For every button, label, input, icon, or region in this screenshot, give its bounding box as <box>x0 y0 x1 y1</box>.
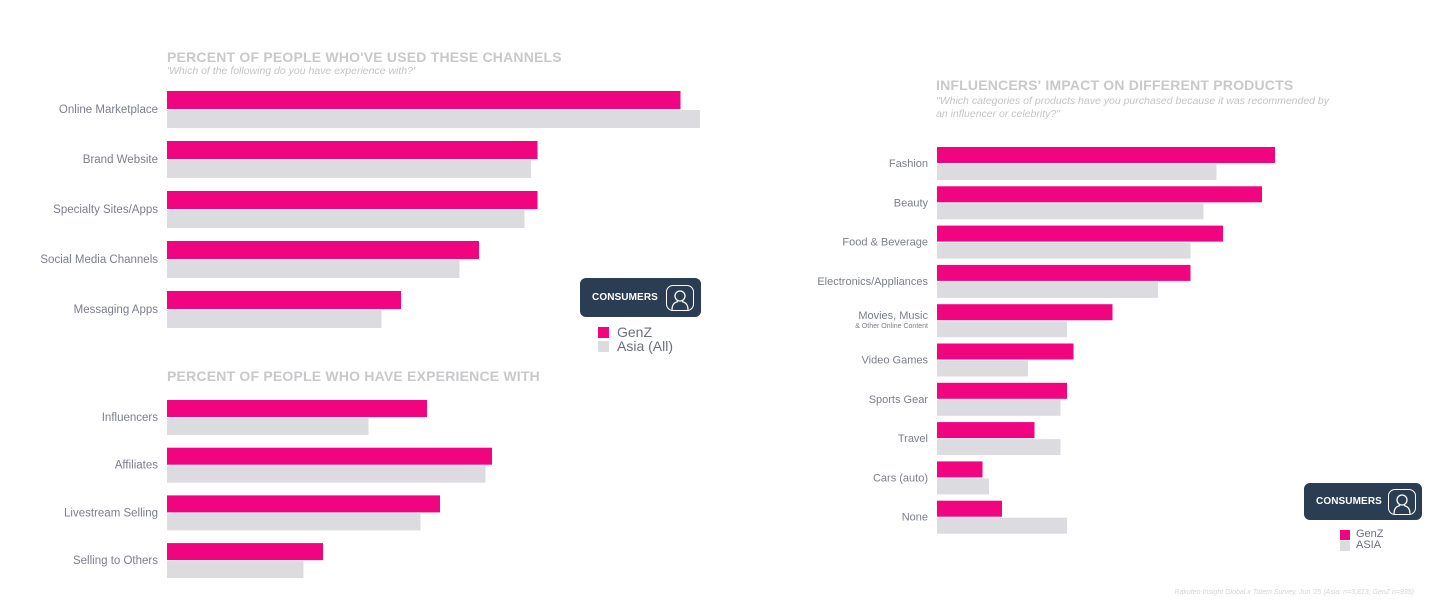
category-label: Online Marketplace <box>59 104 158 116</box>
chart1-subtitle: 'Which of the following do you have expe… <box>167 65 415 77</box>
legend-left: GenZ Asia (All) <box>598 325 673 353</box>
category-label: Movies, Music <box>858 310 928 322</box>
category-label: Selling to Others <box>73 555 158 567</box>
chart-1: Online Marketplace Brand Website Specialty… <box>40 91 700 328</box>
chart3-subtitle: "Which categories of products have you p… <box>936 95 1406 121</box>
category-label: Travel <box>898 433 928 445</box>
bar-asia <box>167 418 369 435</box>
category-label: Food & Beverage <box>842 237 928 249</box>
category-label: Messaging Apps <box>74 304 159 316</box>
category-label: Beauty <box>894 197 929 209</box>
bar-genz <box>937 500 1002 517</box>
bar-asia <box>937 164 1217 180</box>
chart2-title: PERCENT OF PEOPLE WHO HAVE EXPERIENCE WI… <box>167 368 540 384</box>
chart3-subtitle-line1: "Which categories of products have you p… <box>936 95 1330 107</box>
bar-genz <box>937 422 1035 439</box>
bar-asia <box>167 260 460 278</box>
bar-genz <box>937 461 983 478</box>
bar-genz <box>167 447 492 465</box>
bar-asia <box>937 399 1061 416</box>
bar-asia <box>167 110 700 128</box>
category-label: Sports Gear <box>869 394 929 406</box>
bar-asia <box>167 160 531 178</box>
chart3-title: INFLUENCERS' IMPACT ON DIFFERENT PRODUCT… <box>936 77 1294 93</box>
bar-genz <box>937 186 1262 203</box>
category-label: Cars (auto) <box>873 472 928 484</box>
category-label: Video Games <box>862 355 929 367</box>
bar-genz <box>167 400 427 417</box>
bar-asia <box>167 561 304 579</box>
bar-asia <box>937 439 1061 456</box>
bar-genz <box>167 191 538 209</box>
bar-genz <box>937 264 1191 281</box>
user-icon <box>1388 488 1416 515</box>
genz-swatch <box>1340 529 1350 540</box>
asia-swatch <box>1340 540 1350 551</box>
legend-label: ASIA <box>1356 539 1382 551</box>
bar-genz <box>937 304 1113 321</box>
bar-asia <box>937 281 1158 298</box>
bar-asia <box>937 517 1067 534</box>
legend-item-asia: Asia (All) <box>598 339 673 353</box>
bar-asia <box>937 478 989 495</box>
badge-label: CONSUMERS <box>592 292 658 303</box>
legend-label: GenZ <box>617 324 653 340</box>
bar-asia <box>167 310 382 328</box>
legend-label: GenZ <box>1356 528 1384 540</box>
bar-genz <box>167 495 440 513</box>
chart-3: Fashion Beauty Food & Beverage Electronics/… <box>817 147 1275 534</box>
badge-label: CONSUMERS <box>1316 496 1382 507</box>
category-label: Fashion <box>889 158 928 170</box>
genz-swatch <box>598 326 609 338</box>
bar-genz <box>167 241 479 259</box>
category-label: Electronics/Appliances <box>817 276 928 288</box>
chart-2: Influencers Affiliates Livestream Selling S… <box>64 400 492 579</box>
legend-right: GenZ ASIA <box>1340 529 1384 551</box>
bar-genz <box>937 382 1067 399</box>
category-label: Influencers <box>102 412 159 424</box>
category-label: Specialty Sites/Apps <box>53 204 158 216</box>
legend-label: Asia (All) <box>617 338 674 354</box>
category-label: Social Media Channels <box>40 254 158 266</box>
bar-genz <box>167 141 538 159</box>
bar-asia <box>937 321 1067 338</box>
category-label: Affiliates <box>115 460 159 472</box>
chart1-title: PERCENT OF PEOPLE WHO'VE USED THESE CHAN… <box>167 49 562 65</box>
bar-asia <box>937 203 1204 220</box>
category-label: Livestream Selling <box>64 507 158 519</box>
category-label: None <box>902 512 928 524</box>
bar-genz <box>937 343 1074 360</box>
consumers-badge-left: CONSUMERS <box>580 278 701 317</box>
legend-item-genz: GenZ <box>598 325 673 339</box>
bar-genz <box>937 147 1275 163</box>
bar-asia <box>167 513 421 531</box>
bar-asia <box>937 360 1028 377</box>
bar-asia <box>167 210 525 228</box>
bar-genz <box>937 225 1223 242</box>
chart3-subtitle-line2: an influencer or celebrity?" <box>936 108 1060 120</box>
consumers-badge-right: CONSUMERS <box>1304 483 1422 520</box>
bar-genz <box>167 543 323 561</box>
source-note: Rakuten Insight Global x Totem Survey, J… <box>1174 589 1414 596</box>
category-label: Brand Website <box>83 154 158 166</box>
legend-item-asia: ASIA <box>1340 540 1384 551</box>
user-icon <box>666 284 694 311</box>
bar-genz <box>167 291 401 309</box>
category-sublabel: & Other Online Content <box>855 323 928 330</box>
legend-item-genz: GenZ <box>1340 529 1384 540</box>
bar-asia <box>167 465 486 483</box>
asia-swatch <box>598 340 609 352</box>
bar-genz <box>167 91 681 109</box>
bar-asia <box>937 242 1191 259</box>
